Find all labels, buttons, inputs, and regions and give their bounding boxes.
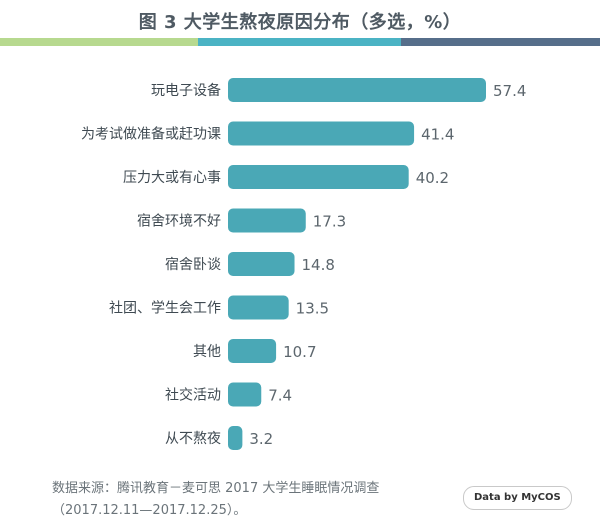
bar bbox=[228, 208, 306, 233]
value-label: 14.8 bbox=[302, 256, 335, 274]
category-label: 从不熬夜 bbox=[165, 431, 221, 447]
category-label: 社交活动 bbox=[165, 387, 221, 404]
bar bbox=[228, 78, 486, 102]
bar bbox=[228, 252, 295, 276]
stripe-segment-left bbox=[0, 38, 198, 46]
bar bbox=[228, 339, 277, 363]
chart-title: 图 3 大学生熬夜原因分布（多选，%） bbox=[138, 12, 462, 33]
bar-chart: 玩电子设备 57.4 为考试做准备或赶功课 41.4 压力大或有心事 40.2 宿舍环境不好… bbox=[81, 78, 526, 450]
category-label: 压力大或有心事 bbox=[123, 170, 221, 186]
value-label: 13.5 bbox=[296, 300, 329, 318]
brand-badge: Data by MyCOS bbox=[463, 486, 572, 510]
source-line-1: 数据来源：腾讯教育－麦可思 2017 大学生睡眠情况调查 bbox=[52, 481, 380, 496]
value-label: 41.4 bbox=[421, 126, 454, 144]
header-stripe bbox=[0, 38, 600, 46]
bar bbox=[228, 121, 415, 146]
category-label: 社团、学生会工作 bbox=[109, 301, 221, 317]
value-label: 40.2 bbox=[416, 169, 449, 187]
value-label: 10.7 bbox=[283, 343, 316, 361]
stripe-segment-middle bbox=[198, 38, 401, 46]
data-source-note: 数据来源：腾讯教育－麦可思 2017 大学生睡眠情况调查 （2017.12.11… bbox=[52, 478, 452, 522]
bar bbox=[228, 165, 409, 189]
value-label: 3.2 bbox=[249, 430, 273, 448]
bar bbox=[228, 382, 262, 407]
stripe-segment-right bbox=[401, 38, 600, 46]
value-label: 57.4 bbox=[493, 82, 526, 100]
category-label: 宿舍卧谈 bbox=[165, 256, 221, 273]
bar bbox=[228, 426, 243, 450]
source-line-2: （2017.12.11—2017.12.25）。 bbox=[52, 503, 247, 518]
category-label: 为考试做准备或赶功课 bbox=[81, 126, 221, 143]
category-label: 宿舍环境不好 bbox=[137, 213, 221, 230]
category-label: 玩电子设备 bbox=[151, 82, 221, 99]
bar bbox=[228, 295, 289, 320]
value-label: 17.3 bbox=[313, 213, 346, 231]
category-label: 其他 bbox=[193, 344, 221, 360]
value-label: 7.4 bbox=[268, 387, 292, 405]
